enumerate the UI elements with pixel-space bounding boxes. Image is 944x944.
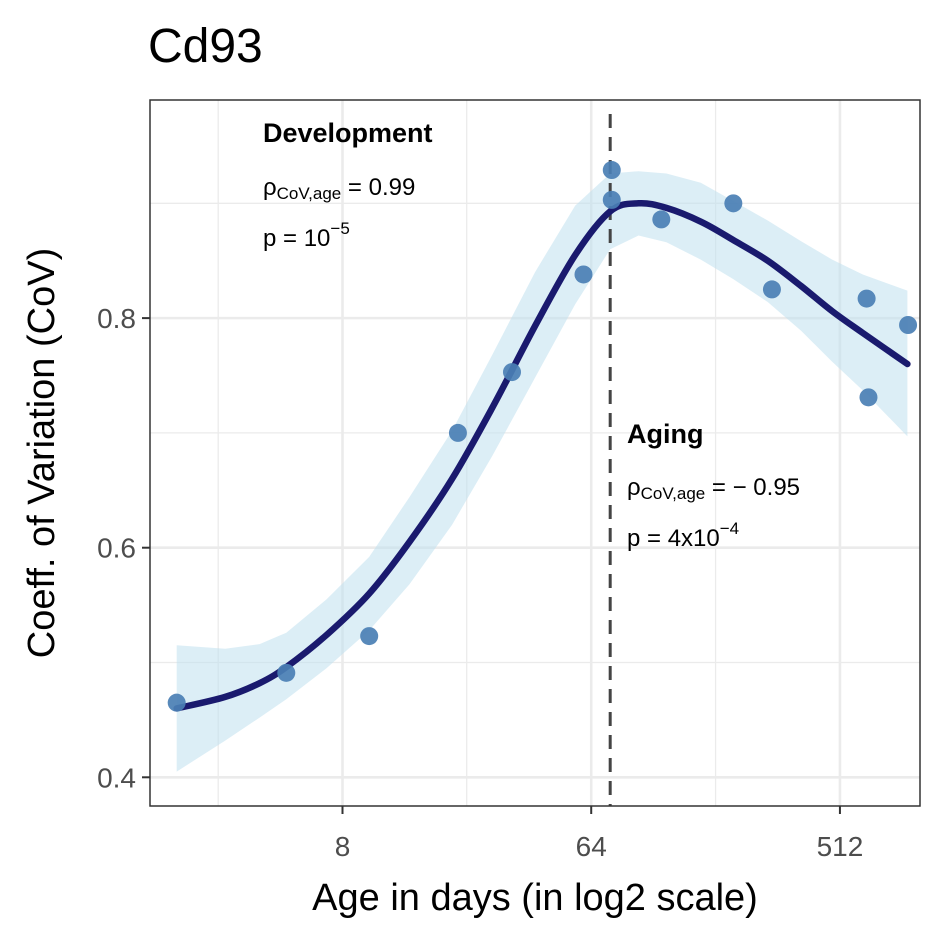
data-point <box>602 190 621 209</box>
aging-p-exponent: −4 <box>720 519 739 538</box>
development-rho-symbol: ρ <box>263 174 277 201</box>
data-point <box>762 280 781 299</box>
loess-fit-line <box>173 199 911 712</box>
development-rho-subscript: CoV,age <box>277 184 342 203</box>
data-point <box>602 161 621 180</box>
development-p-prefix: p = 10 <box>263 225 330 252</box>
aging-p: p = 4x10−4 <box>627 519 739 552</box>
development-rho-value: = 0.99 <box>341 174 415 201</box>
aging-rho-value: = − 0.95 <box>705 474 800 501</box>
data-point <box>360 627 379 646</box>
development-annotation: Development ρCoV,age = 0.99 p = 10−5 <box>263 118 433 252</box>
x-tick-label: 512 <box>817 831 864 862</box>
chart-title: Cd93 <box>148 20 263 73</box>
data-point <box>167 693 186 712</box>
aging-rho-symbol: ρ <box>627 474 641 501</box>
confidence-band <box>176 171 908 772</box>
data-point <box>859 388 878 407</box>
data-point <box>724 194 743 213</box>
y-tick-label: 0.4 <box>97 762 136 793</box>
data-points <box>167 161 918 712</box>
data-point <box>448 423 467 442</box>
data-point <box>857 289 876 308</box>
y-axis: 0.4 0.6 0.8 <box>97 303 150 793</box>
data-point <box>502 363 521 382</box>
x-tick-label: 64 <box>576 831 607 862</box>
y-tick-label: 0.6 <box>97 533 136 564</box>
data-point <box>277 663 296 682</box>
y-axis-title: Coeff. of Variation (CoV) <box>21 248 63 658</box>
aging-heading: Aging <box>627 419 703 449</box>
x-axis: 8 64 512 <box>335 806 864 862</box>
development-heading: Development <box>263 118 433 148</box>
y-tick-label: 0.8 <box>97 303 136 334</box>
x-tick-label: 8 <box>335 831 351 862</box>
aging-annotation: Aging ρCoV,age = − 0.95 p = 4x10−4 <box>627 419 800 552</box>
panel-border <box>149 99 921 807</box>
data-point <box>652 210 671 229</box>
aging-p-prefix: p = 4x10 <box>627 525 720 552</box>
plot-panel: Development ρCoV,age = 0.99 p = 10−5 Agi… <box>149 99 921 807</box>
x-axis-title: Age in days (in log2 scale) <box>312 877 758 919</box>
data-point <box>574 265 593 284</box>
data-point <box>899 316 918 335</box>
development-p-exponent: −5 <box>330 219 349 238</box>
aging-rho: ρCoV,age = − 0.95 <box>627 474 800 503</box>
development-rho: ρCoV,age = 0.99 <box>263 174 415 203</box>
aging-rho-subscript: CoV,age <box>641 484 706 503</box>
development-p: p = 10−5 <box>263 219 350 252</box>
